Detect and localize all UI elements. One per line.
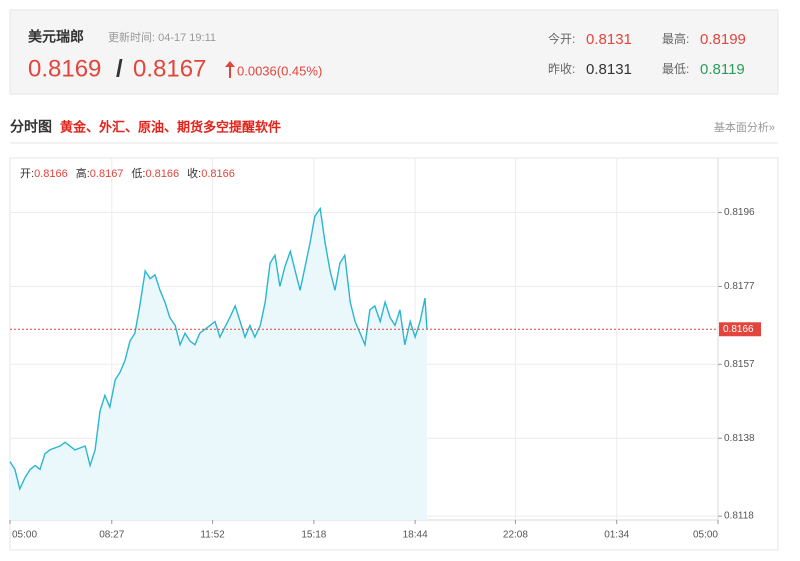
ohlc-value: 0.8166: [201, 168, 235, 180]
low-label: 最低:: [662, 62, 689, 76]
open-label: 今开:: [548, 31, 575, 46]
bid: 0.8169: [28, 55, 101, 82]
open: 0.8131: [586, 31, 632, 48]
up-arrow: [225, 61, 235, 78]
quote-panel: [9, 9, 779, 95]
high-label: 最高:: [662, 31, 689, 46]
x-tick-label: 11:52: [200, 530, 225, 541]
x-tick-label: 01:34: [604, 530, 629, 541]
x-tick-label: 05:00: [693, 530, 718, 541]
symbol: 美元瑞郎: [28, 29, 84, 45]
separator: /: [116, 55, 123, 82]
y-tick-label: 0.8196: [724, 207, 755, 218]
y-tick-label: 0.8157: [724, 359, 755, 370]
prev-close-label: 昨收:: [548, 62, 575, 76]
prev-close: 0.8131: [586, 61, 632, 78]
ohlc-label: 低:: [131, 167, 145, 180]
low: 0.8119: [700, 61, 745, 78]
current-price-box: [719, 322, 761, 337]
x-tick-label: 15:18: [301, 530, 326, 541]
ask: 0.8167: [133, 55, 206, 82]
price-line: [9, 206, 428, 491]
update-time: 更新时间: 04-17 19:11: [108, 30, 216, 44]
promo-link[interactable]: 黄金、外汇、原油、期货多空提醒软件: [60, 119, 281, 134]
ohlc-value: 0.8166: [146, 168, 180, 180]
price-area: [10, 208, 427, 520]
high: 0.8199: [700, 31, 746, 48]
change: 0.0036(0.45%): [237, 63, 322, 78]
analysis-link[interactable]: 基本面分析»: [714, 120, 775, 134]
ohlc-value: 0.8166: [34, 168, 68, 180]
ohlc-label: 收:: [187, 166, 201, 180]
x-tick-label: 08:27: [99, 530, 124, 541]
current-price-label: 0.8166: [723, 324, 754, 335]
ohlc-value: 0.8167: [90, 168, 124, 180]
y-tick-label: 0.8138: [724, 433, 755, 444]
x-tick-label: 22:08: [503, 530, 528, 541]
ohlc-label: 开:: [20, 168, 34, 180]
plot: 0.8118 0.8138 0.8157 0.8177 0.8196 05:00 08:27…: [9, 158, 761, 541]
y-tick-label: 0.8177: [724, 281, 755, 292]
ohlc-label: 高:: [76, 166, 90, 180]
x-tick-label: 05:00: [12, 530, 37, 541]
y-tick-label: 0.8118: [724, 511, 754, 522]
section-title: 分时图: [10, 119, 52, 135]
x-tick-label: 18:44: [403, 530, 428, 541]
